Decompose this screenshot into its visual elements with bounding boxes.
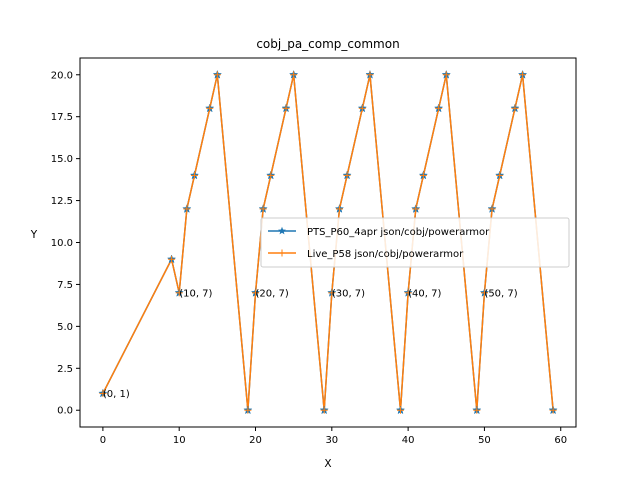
annotations: (0, 1) (10, 7) (20, 7) (30, 7) (40, 7) (50, 7… [103, 288, 518, 400]
y-tick-label: 5.0 [57, 322, 73, 333]
legend: PTS_P60_4apr json/cobj/powerarmor Live_P5… [260, 217, 570, 268]
x-tick-label: 20 [249, 435, 262, 446]
y-tick-label: 20.0 [51, 70, 73, 81]
point-annotation: (30, 7) [332, 288, 365, 299]
plot-area [98, 69, 558, 415]
data-point-plus [244, 406, 252, 414]
data-point-plus [168, 255, 176, 263]
data-point-plus [328, 289, 336, 297]
data-point-plus [366, 71, 374, 79]
data-point-plus [99, 389, 107, 397]
data-point-plus [282, 104, 290, 112]
x-tick-label: 60 [554, 435, 567, 446]
x-tick-label: 30 [325, 435, 338, 446]
point-annotation: (20, 7) [256, 288, 289, 299]
data-point-plus [435, 104, 443, 112]
data-point-plus [320, 406, 328, 414]
data-point-plus [480, 289, 488, 297]
data-point-plus [473, 406, 481, 414]
y-tick-label: 10.0 [51, 238, 73, 249]
data-point-plus [206, 104, 214, 112]
y-tick-label: 0.0 [57, 406, 73, 417]
y-tick-label: 17.5 [51, 112, 73, 123]
y-axis-label: Y [30, 229, 38, 241]
chart-title: cobj_pa_comp_common [256, 37, 399, 51]
data-point-plus [175, 289, 183, 297]
data-point-plus [396, 406, 404, 414]
data-point-plus [358, 104, 366, 112]
data-point-plus [412, 205, 420, 213]
y-tick-label: 15.0 [51, 154, 73, 165]
data-point-plus [511, 104, 519, 112]
x-axis-label: X [324, 458, 331, 470]
data-point-plus [442, 71, 450, 79]
y-tick-label: 2.5 [57, 364, 73, 375]
legend-label: Live_P58 json/cobj/powerarmor [307, 249, 464, 260]
data-point-plus [267, 171, 275, 179]
data-point-plus [190, 171, 198, 179]
point-annotation: (10, 7) [179, 288, 212, 299]
y-tick-label: 12.5 [51, 196, 73, 207]
x-tick-label: 10 [173, 435, 186, 446]
data-point-plus [290, 71, 298, 79]
y-axis: 0.0 2.5 5.0 7.5 10.0 12.5 15.0 17.5 20.0 [51, 70, 80, 417]
data-point-plus [343, 171, 351, 179]
data-point-plus [488, 205, 496, 213]
point-annotation: (50, 7) [484, 288, 517, 299]
data-point-plus [519, 71, 527, 79]
point-annotation: (0, 1) [103, 389, 130, 400]
point-annotation: (40, 7) [408, 288, 441, 299]
legend-label: PTS_P60_4apr json/cobj/powerarmor [307, 227, 490, 238]
x-axis: 0 10 20 30 40 50 60 [100, 427, 567, 446]
y-tick-label: 7.5 [57, 280, 73, 291]
data-point-plus [496, 171, 504, 179]
data-point-plus [404, 289, 412, 297]
data-point-plus [419, 171, 427, 179]
legend-box [260, 217, 570, 268]
data-point-plus [259, 205, 267, 213]
data-point-plus [183, 205, 191, 213]
x-tick-label: 50 [478, 435, 491, 446]
series-line-2 [102, 74, 554, 411]
data-point-plus [335, 205, 343, 213]
data-point-plus [213, 71, 221, 79]
data-point-plus [549, 406, 557, 414]
x-tick-label: 0 [100, 435, 106, 446]
data-point-plus [252, 289, 260, 297]
legend-star-marker [278, 226, 286, 235]
x-tick-label: 40 [402, 435, 415, 446]
